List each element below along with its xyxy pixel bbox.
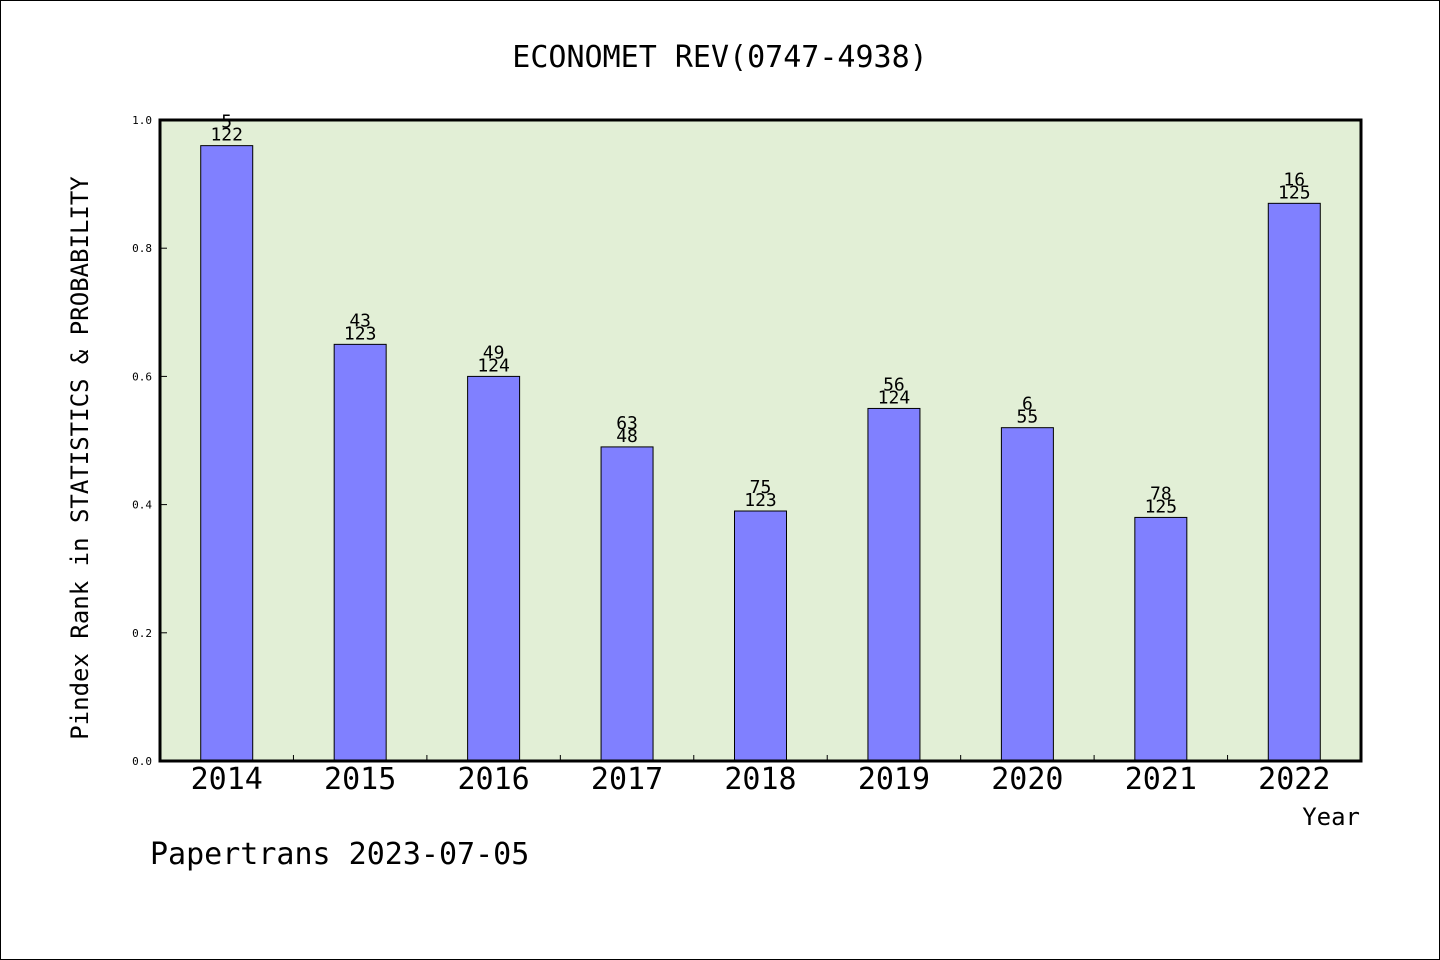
bar-rank-label: 75 — [750, 477, 772, 498]
bar-2015 — [333, 343, 387, 762]
x-tick-label: 2021 — [1125, 762, 1197, 797]
x-tick-label: 2022 — [1258, 762, 1330, 797]
x-tick-label: 2014 — [191, 762, 263, 797]
footer-text: Papertrans 2023-07-05 — [150, 837, 529, 872]
bar-total-label: 123 — [744, 490, 777, 511]
y-tick-label: 1.0 — [132, 114, 152, 127]
y-tick-label: 0.4 — [132, 499, 152, 512]
bar-2022 — [1267, 202, 1321, 762]
y-tick-label: 0.2 — [132, 627, 152, 640]
y-tick-label: 0.0 — [132, 755, 152, 768]
bar-2021 — [1134, 516, 1188, 762]
x-tick-label: 2016 — [457, 762, 529, 797]
bar-total-label: 124 — [878, 387, 911, 408]
bar-total-label: 123 — [344, 323, 377, 344]
bar-rank-label: 43 — [349, 310, 371, 331]
x-tick-label: 2019 — [858, 762, 930, 797]
bar-total-label: 125 — [1278, 182, 1311, 203]
plot-border — [158, 118, 1363, 763]
bar-rank-label: 6 — [1022, 394, 1033, 415]
y-axis-label: Pindex Rank in STATISTICS & PROBABILITY — [66, 176, 94, 740]
chart-title: ECONOMET REV(0747-4938) — [512, 40, 927, 75]
bar-total-label: 48 — [616, 426, 638, 447]
bar-rank-label: 78 — [1150, 483, 1172, 504]
y-tick-label: 0.6 — [132, 370, 152, 383]
bar-total-label: 55 — [1017, 407, 1039, 428]
x-tick-label: 2018 — [724, 762, 796, 797]
bar-total-label: 122 — [210, 125, 243, 146]
bar-rank-label: 56 — [883, 374, 905, 395]
y-tick-label: 0.8 — [132, 242, 152, 255]
bar-2017 — [600, 446, 654, 762]
bar-rank-label: 49 — [483, 342, 505, 363]
x-tick-label: 2020 — [991, 762, 1063, 797]
bar-total-label: 124 — [477, 355, 510, 376]
bar-rank-label: 16 — [1283, 169, 1305, 190]
bar-total-label: 125 — [1145, 496, 1178, 517]
x-axis-ticks: 2014 2015 2016 2017 2018 2019 2020 2021 2022 — [191, 755, 1330, 797]
bar-2016 — [467, 375, 521, 762]
bar-2018 — [734, 510, 787, 762]
bar-2020 — [1000, 427, 1054, 762]
bar-2019 — [867, 407, 921, 762]
bar-rank-label: 63 — [616, 413, 638, 434]
bar-2014 — [200, 145, 254, 762]
x-axis-label: Year — [1302, 803, 1360, 831]
bar-rank-label: 5 — [221, 112, 232, 133]
bar-group — [200, 145, 1321, 762]
x-tick-label: 2015 — [324, 762, 396, 797]
x-tick-label: 2017 — [591, 762, 663, 797]
